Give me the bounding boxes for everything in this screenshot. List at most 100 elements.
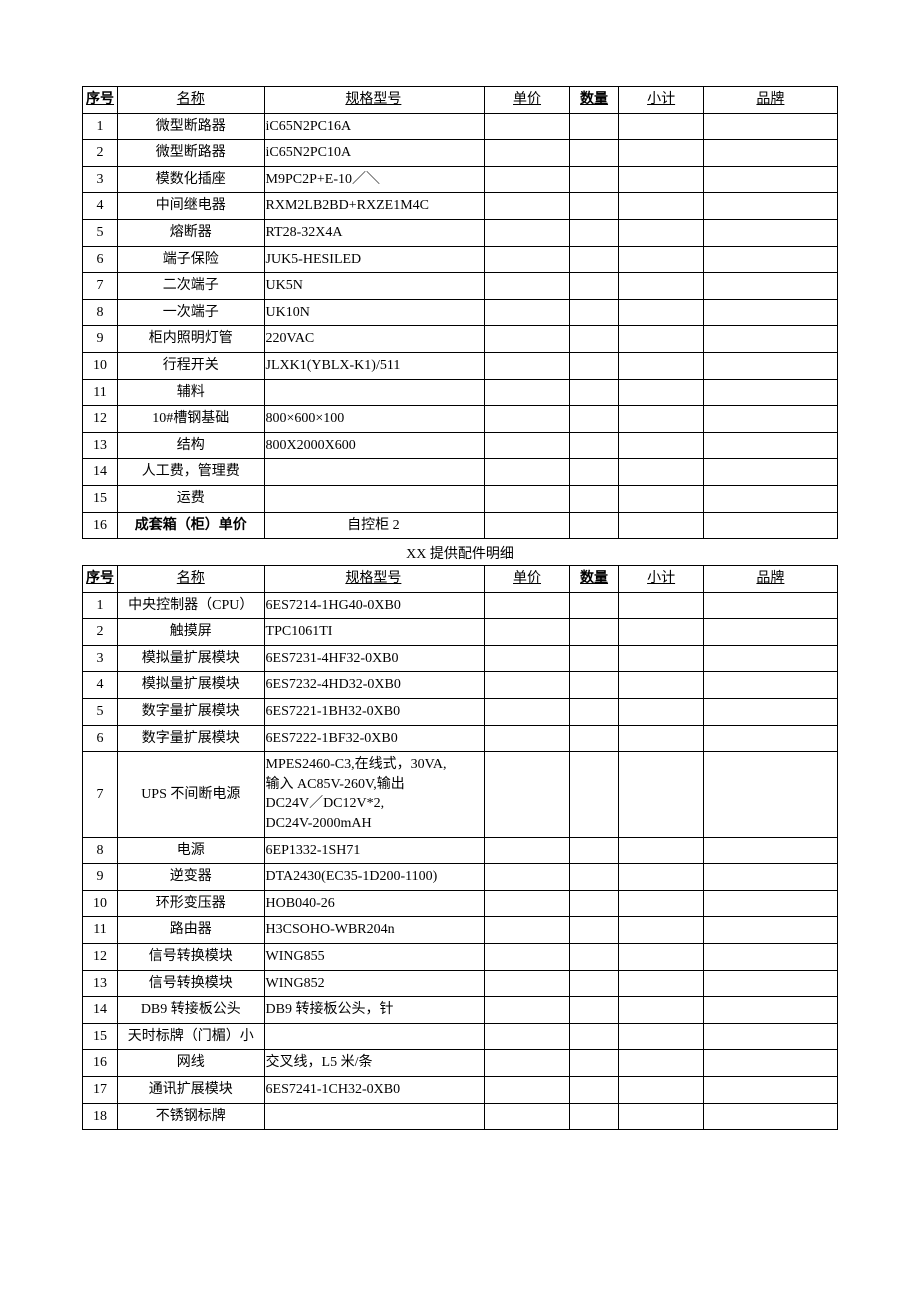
cell-sub xyxy=(619,917,704,944)
cell-price xyxy=(485,352,570,379)
cell-sub xyxy=(619,837,704,864)
cell-price xyxy=(485,299,570,326)
cell-spec: 800X2000X600 xyxy=(264,432,485,459)
cell-name: 中央控制器（CPU） xyxy=(118,592,264,619)
cell-name: 逆变器 xyxy=(118,864,264,891)
table-row: 7UPS 不间断电源MPES2460-C3,在线式，30VA, 输入 AC85V… xyxy=(83,752,838,837)
cell-index: 6 xyxy=(83,246,118,273)
cell-spec: WING855 xyxy=(264,944,485,971)
cell-index: 4 xyxy=(83,672,118,699)
cell-name: 触摸屏 xyxy=(118,619,264,646)
cell-qty xyxy=(569,864,619,891)
cell-price xyxy=(485,890,570,917)
cell-brand xyxy=(703,379,837,406)
cell-index: 17 xyxy=(83,1076,118,1103)
table-row: 9逆变器DTA2430(EC35-1D200-1100) xyxy=(83,864,838,891)
table-row: 4中间继电器RXM2LB2BD+RXZE1M4C xyxy=(83,193,838,220)
cell-spec xyxy=(264,379,485,406)
cell-qty xyxy=(569,459,619,486)
cell-sub xyxy=(619,193,704,220)
cell-qty xyxy=(569,645,619,672)
cell-sub xyxy=(619,299,704,326)
cell-spec: RXM2LB2BD+RXZE1M4C xyxy=(264,193,485,220)
cell-index: 6 xyxy=(83,725,118,752)
table-row: 11路由器H3CSOHO-WBR204n xyxy=(83,917,838,944)
cell-qty xyxy=(569,246,619,273)
cell-sub xyxy=(619,406,704,433)
cell-sub xyxy=(619,752,704,837)
cell-sub xyxy=(619,140,704,167)
cell-qty xyxy=(569,485,619,512)
cell-price xyxy=(485,944,570,971)
col-header-price: 单价 xyxy=(485,566,570,593)
cell-price xyxy=(485,219,570,246)
cell-sub xyxy=(619,1103,704,1130)
cell-qty xyxy=(569,725,619,752)
table-row: 6数字量扩展模块6ES7222-1BF32-0XB0 xyxy=(83,725,838,752)
cell-price xyxy=(485,485,570,512)
cell-name: 10#槽钢基础 xyxy=(118,406,264,433)
cell-name: 不锈钢标牌 xyxy=(118,1103,264,1130)
cell-spec: UK5N xyxy=(264,273,485,300)
cell-name: 熔断器 xyxy=(118,219,264,246)
cell-name: 柜内照明灯管 xyxy=(118,326,264,353)
cell-index: 15 xyxy=(83,1023,118,1050)
cell-brand xyxy=(703,1103,837,1130)
table-row: 12信号转换模块WING855 xyxy=(83,944,838,971)
table-row: 3模数化插座M9PC2P+E-10／＼ xyxy=(83,166,838,193)
table-header-row: 序号 名称 规格型号 单价 数量 小计 品牌 xyxy=(83,87,838,114)
cell-index: 16 xyxy=(83,512,118,539)
cell-sub xyxy=(619,166,704,193)
cell-sub xyxy=(619,619,704,646)
cell-price xyxy=(485,273,570,300)
cell-qty xyxy=(569,219,619,246)
table-row: 1中央控制器（CPU）6ES7214-1HG40-0XB0 xyxy=(83,592,838,619)
cell-qty xyxy=(569,890,619,917)
table-row: 8电源6EP1332-1SH71 xyxy=(83,837,838,864)
cell-qty xyxy=(569,166,619,193)
cell-price xyxy=(485,1023,570,1050)
table-row: 10行程开关JLXK1(YBLX-K1)/511 xyxy=(83,352,838,379)
cell-sub xyxy=(619,273,704,300)
cell-sub xyxy=(619,890,704,917)
cell-index: 7 xyxy=(83,752,118,837)
cell-spec: 6ES7232-4HD32-0XB0 xyxy=(264,672,485,699)
cell-brand xyxy=(703,890,837,917)
cell-name: DB9 转接板公头 xyxy=(118,997,264,1024)
table-row: 2触摸屏TPC1061TI xyxy=(83,619,838,646)
cell-sub xyxy=(619,485,704,512)
cell-brand xyxy=(703,752,837,837)
cell-qty xyxy=(569,1076,619,1103)
cell-brand xyxy=(703,619,837,646)
cell-index: 5 xyxy=(83,219,118,246)
cell-price xyxy=(485,997,570,1024)
col-header-qty: 数量 xyxy=(569,566,619,593)
cell-name: 人工费，管理费 xyxy=(118,459,264,486)
cell-name: 成套箱（柜）单价 xyxy=(118,512,264,539)
cell-index: 14 xyxy=(83,997,118,1024)
cell-brand xyxy=(703,219,837,246)
cell-sub xyxy=(619,970,704,997)
cell-price xyxy=(485,725,570,752)
cell-qty xyxy=(569,672,619,699)
cell-price xyxy=(485,512,570,539)
cell-index: 18 xyxy=(83,1103,118,1130)
table-row: 9柜内照明灯管220VAC xyxy=(83,326,838,353)
cell-price xyxy=(485,645,570,672)
cell-name: 中间继电器 xyxy=(118,193,264,220)
cell-brand xyxy=(703,485,837,512)
cell-sub xyxy=(619,326,704,353)
cell-spec xyxy=(264,1103,485,1130)
cell-qty xyxy=(569,917,619,944)
cell-name: 环形变压器 xyxy=(118,890,264,917)
cell-brand xyxy=(703,1023,837,1050)
cell-qty xyxy=(569,406,619,433)
cell-qty xyxy=(569,970,619,997)
cell-index: 8 xyxy=(83,299,118,326)
table-row: 18不锈钢标牌 xyxy=(83,1103,838,1130)
cell-name: 结构 xyxy=(118,432,264,459)
cell-name: 电源 xyxy=(118,837,264,864)
table-row: 8一次端子UK10N xyxy=(83,299,838,326)
cell-brand xyxy=(703,970,837,997)
cell-price xyxy=(485,166,570,193)
